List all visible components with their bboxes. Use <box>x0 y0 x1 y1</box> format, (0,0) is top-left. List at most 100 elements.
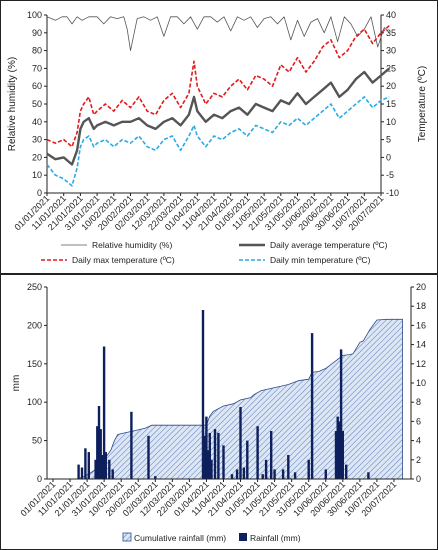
rainfall-bar <box>293 472 297 479</box>
y2-tick-label: 25 <box>386 63 396 73</box>
rainfall-bar <box>264 459 268 479</box>
y2-tick-label: 20 <box>386 81 396 91</box>
rainfall-bar <box>97 406 101 479</box>
legend-label: Daily min temperature (ºC) <box>270 255 371 265</box>
rainfall-bar <box>235 469 239 479</box>
legend-label: Daily average temperature (ºC) <box>270 240 388 250</box>
series-line-2 <box>46 67 391 166</box>
rainfall-bar <box>273 469 276 479</box>
temperature-humidity-chart: 0 10 20 30 40 50 60 70 80 90 100 -10 -5 0 5 10 15 20 25 30 3… <box>7 10 428 265</box>
y-tick-label: 70 <box>32 63 42 73</box>
rainfall-bar <box>111 469 114 479</box>
series-line-4 <box>46 96 390 187</box>
rainfall-bar <box>87 452 90 479</box>
rainfall-bar <box>334 431 338 479</box>
legend-label: Daily max temperature (ºC) <box>72 255 175 265</box>
y2-tick-label: 8 <box>416 397 421 407</box>
rainfall-bar <box>77 464 80 479</box>
rainfall-bar <box>242 467 246 479</box>
rainfall-bar <box>307 459 310 479</box>
rainfall-bar <box>154 476 157 479</box>
y2-tick-label: 10 <box>386 117 396 127</box>
rainfall-bar <box>201 310 205 479</box>
y2-tick-label: 0 <box>386 152 391 162</box>
rainfall-bar <box>213 429 217 479</box>
y2-tick-label: 6 <box>416 416 421 426</box>
rainfall-bar <box>205 416 208 479</box>
rainfall-bar <box>104 452 107 479</box>
y-tick-label: 20 <box>32 152 42 162</box>
y-tick-label: 60 <box>32 81 42 91</box>
y2-tick-label: -10 <box>386 188 399 198</box>
y2-tick-label: 12 <box>416 359 426 369</box>
y-tick-label: 200 <box>27 320 42 330</box>
rainfall-bar <box>208 432 211 479</box>
rainfall-bar <box>130 411 133 479</box>
y2-tick-label: 5 <box>386 135 391 145</box>
rainfall-bar <box>256 426 259 479</box>
legend-label: Relative humidity (%) <box>92 240 172 250</box>
rainfall-bar <box>210 459 213 479</box>
y2-tick-label: 15 <box>386 99 396 109</box>
y-tick-label: 0 <box>37 474 42 484</box>
rainfall-bar <box>287 455 290 479</box>
rainfall-bar <box>222 445 225 479</box>
y-axis-title: Relative humidity (%) <box>7 57 18 151</box>
y2-tick-label: 4 <box>416 436 421 446</box>
rainfall-bar <box>84 448 87 479</box>
rainfall-bar <box>80 467 84 479</box>
y2-tick-label: -5 <box>386 170 394 180</box>
y-tick-label: 90 <box>32 28 42 38</box>
rainfall-bar <box>310 333 314 479</box>
rainfall-bar <box>102 346 106 479</box>
y2-tick-label: 0 <box>416 474 421 484</box>
rainfall-bar <box>341 431 344 479</box>
y2-tick-label: 40 <box>386 10 396 20</box>
y2-tick-label: 2 <box>416 455 421 465</box>
legend-label: Cumulative rainfall (mm) <box>134 533 226 543</box>
y-tick-label: 50 <box>32 99 42 109</box>
y-tick-label: 80 <box>32 46 42 56</box>
rainfall-bar <box>339 349 343 479</box>
rainfall-bar <box>94 459 97 479</box>
rainfall-bar <box>367 472 370 479</box>
y2-tick-label: 18 <box>416 301 426 311</box>
temperature-humidity-panel: 0 10 20 30 40 50 60 70 80 90 100 -10 -5 0 5 10 15 20 25 30 3… <box>0 0 438 274</box>
rainfall-bar <box>270 431 273 479</box>
cumulative-rainfall-area <box>53 318 403 480</box>
rainfall-bar <box>246 440 249 479</box>
y2-tick-label: 20 <box>416 282 426 292</box>
y-tick-label: 100 <box>27 397 42 407</box>
y-axis-title: mm <box>11 375 22 392</box>
series-line-3 <box>46 25 390 148</box>
y-tick-label: 250 <box>27 282 42 292</box>
rainfall-bar <box>230 474 234 479</box>
y-tick-label: 150 <box>27 359 42 369</box>
rainfall-bar <box>108 459 111 479</box>
y-tick-label: 40 <box>32 117 42 127</box>
y-tick-label: 10 <box>32 170 42 180</box>
y-tick-label: 50 <box>32 436 42 446</box>
legend-swatch <box>239 533 247 541</box>
rainfall-bar <box>281 469 285 479</box>
rainfall-panel: 0 50 100 150 200 250 0 2 4 6 8 10 12 14 16 18 20 01/01/20… <box>0 274 438 550</box>
y2-axis-title: Temperature (ºC) <box>417 66 428 142</box>
y-tick-label: 30 <box>32 135 42 145</box>
rainfall-chart: 0501001502002500246810121416182001/01/20… <box>11 282 426 543</box>
rainfall-bar <box>96 426 99 479</box>
rainfall-bar <box>206 450 210 479</box>
rainfall-bar <box>336 416 339 479</box>
series-line-1 <box>46 16 390 51</box>
rainfall-bar <box>101 455 104 479</box>
rainfall-bar <box>324 469 327 479</box>
legend-label: Rainfall (mm) <box>250 533 301 543</box>
y2-tick-label: 30 <box>386 46 396 56</box>
y-tick-label: 100 <box>27 10 42 20</box>
rainfall-bar <box>217 432 220 479</box>
y2-tick-label: 35 <box>386 28 396 38</box>
rainfall-bar <box>345 464 348 479</box>
y2-tick-label: 10 <box>416 378 426 388</box>
rainfall-bar <box>261 474 264 479</box>
y-tick-label: 0 <box>37 188 42 198</box>
